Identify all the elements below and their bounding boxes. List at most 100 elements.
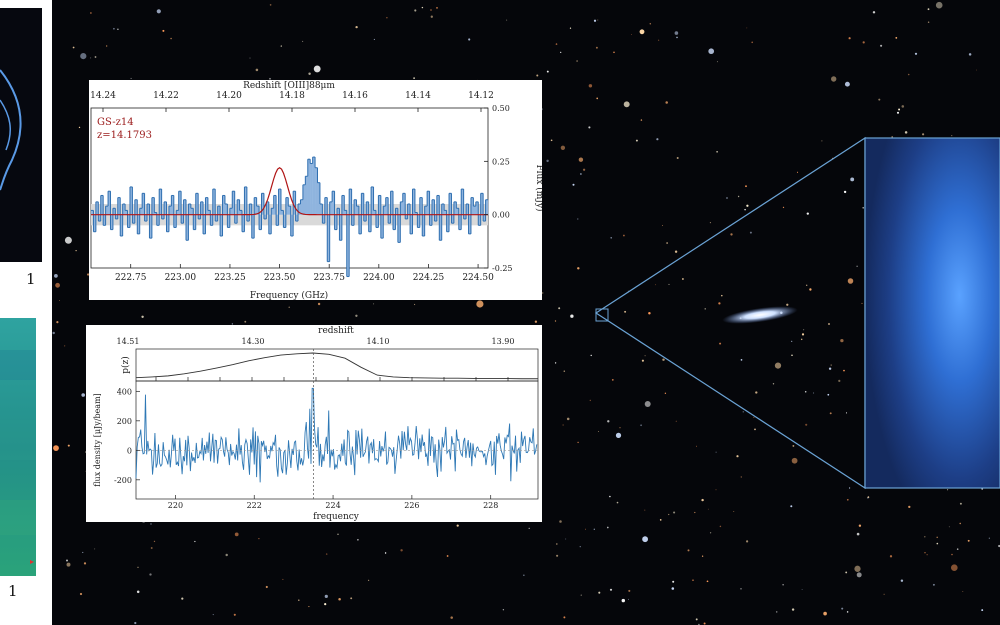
- flux-bar: [453, 201, 457, 215]
- flux-bar: [276, 214, 279, 226]
- star: [181, 597, 184, 600]
- flux-bar: [444, 210, 447, 215]
- star: [613, 51, 615, 54]
- star: [644, 401, 651, 407]
- star: [648, 311, 651, 315]
- flux-bar: [268, 214, 272, 234]
- star: [821, 140, 823, 142]
- flux-bar: [222, 195, 226, 215]
- flux-bar: [122, 204, 126, 215]
- star: [65, 559, 69, 562]
- top-tick-label: 14.30: [242, 337, 265, 346]
- y-tick-label: -0.25: [492, 264, 513, 273]
- star: [666, 242, 668, 244]
- star: [809, 288, 812, 291]
- star: [716, 61, 718, 63]
- star: [695, 618, 698, 621]
- star: [715, 451, 717, 453]
- flux-bar: [327, 214, 330, 262]
- star: [249, 57, 251, 59]
- flux-bar: [336, 208, 340, 215]
- star: [988, 537, 990, 539]
- star: [134, 621, 137, 625]
- flux-bar: [239, 210, 243, 215]
- flux-bar: [110, 214, 114, 230]
- star: [350, 597, 353, 600]
- star: [716, 151, 718, 153]
- star: [421, 6, 424, 9]
- star: [774, 362, 782, 369]
- flux-bar: [117, 197, 121, 215]
- star: [582, 168, 586, 171]
- flux-bar: [341, 195, 345, 215]
- star: [298, 599, 300, 601]
- star: [468, 38, 471, 41]
- x-tick-label: 223.25: [214, 273, 246, 283]
- source-name: GS-z14: [97, 117, 134, 128]
- flux-bar: [244, 186, 248, 215]
- star: [324, 594, 328, 598]
- star: [709, 532, 712, 534]
- flux-bar: [388, 214, 391, 224]
- star: [935, 1, 943, 9]
- x-tick-label: 226: [404, 501, 419, 510]
- star: [113, 27, 115, 30]
- star: [891, 136, 894, 138]
- flux-bar: [183, 199, 187, 215]
- star: [895, 36, 898, 39]
- alma-spectrum-chart: 220 222 224 226 228 -200 0 200 400 14.51 14.30 14.1…: [93, 326, 539, 522]
- top-tick-label: 14.18: [279, 91, 305, 101]
- chart2-ylabel: flux density [μJy/beam]: [93, 393, 102, 487]
- star: [849, 487, 851, 489]
- flux-bar: [310, 163, 313, 215]
- star: [597, 431, 599, 432]
- flux-bar: [198, 214, 201, 219]
- star: [324, 602, 327, 606]
- flux-bar: [154, 212, 157, 215]
- star: [908, 505, 911, 509]
- flux-bar: [363, 214, 367, 222]
- star: [867, 496, 870, 498]
- flux-bar: [207, 210, 211, 215]
- chart1-top-axis-label: Redshift [OIII]88μm: [243, 81, 335, 91]
- flux-bar: [234, 214, 238, 224]
- star: [162, 29, 165, 32]
- star: [72, 46, 75, 49]
- flux-bar: [224, 204, 228, 215]
- y-tick-label: -200: [114, 476, 132, 485]
- star: [556, 554, 559, 557]
- star: [772, 383, 775, 385]
- flux-bar: [246, 214, 250, 222]
- star: [927, 8, 930, 11]
- star: [136, 590, 140, 594]
- star: [907, 73, 910, 76]
- flux-bar: [373, 210, 377, 215]
- star: [577, 267, 580, 270]
- star: [55, 282, 60, 288]
- star: [90, 57, 92, 59]
- star: [265, 585, 268, 589]
- star: [701, 555, 704, 557]
- flux-bar: [200, 201, 204, 215]
- star: [623, 101, 630, 108]
- star: [843, 369, 845, 372]
- star: [843, 190, 847, 194]
- flux-bar: [361, 193, 364, 215]
- star: [150, 523, 152, 525]
- star: [580, 594, 582, 596]
- star: [528, 527, 530, 530]
- star: [806, 284, 808, 286]
- star: [569, 27, 572, 29]
- star: [502, 609, 505, 611]
- chart2-top-axis-label: redshift: [318, 326, 354, 336]
- flux-bar: [307, 159, 311, 215]
- star: [914, 52, 918, 55]
- star: [800, 338, 803, 341]
- star: [64, 236, 72, 244]
- star: [746, 540, 749, 543]
- star: [830, 364, 832, 366]
- star: [231, 323, 234, 325]
- flux-bar: [266, 201, 269, 215]
- star: [707, 508, 709, 510]
- star: [355, 314, 358, 317]
